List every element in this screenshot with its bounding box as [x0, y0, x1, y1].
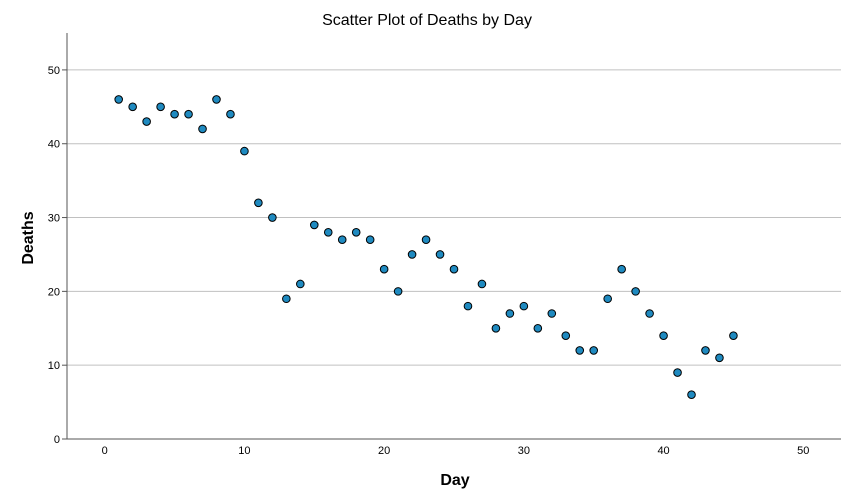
data-point — [170, 109, 179, 119]
data-point — [729, 331, 738, 340]
data-point — [463, 301, 473, 311]
data-point — [547, 309, 557, 318]
data-point — [156, 102, 165, 112]
data-point — [435, 250, 445, 259]
y-tick-label: 0 — [54, 434, 60, 446]
data-point — [575, 346, 585, 355]
x-tick-label: 0 — [102, 445, 108, 457]
data-point — [337, 235, 347, 244]
axes — [66, 33, 841, 440]
data-point — [687, 390, 696, 400]
data-point — [421, 235, 431, 244]
data-point — [198, 124, 207, 134]
data-point — [212, 95, 221, 104]
data-point — [407, 250, 417, 259]
data-point — [114, 95, 123, 104]
y-axis-ticks: 0 10 20 30 40 50 — [48, 65, 67, 446]
data-point — [254, 198, 263, 208]
y-tick-label: 30 — [48, 213, 60, 225]
data-point — [226, 109, 235, 119]
y-tick-label: 20 — [48, 286, 60, 298]
data-point — [561, 331, 571, 340]
data-point — [617, 264, 626, 274]
data-point — [128, 102, 137, 112]
data-points — [114, 95, 738, 400]
chart-title: Scatter Plot of Deaths by Day — [322, 12, 532, 29]
data-point — [449, 264, 459, 274]
data-point — [379, 264, 389, 274]
y-tick-label: 40 — [48, 139, 60, 151]
data-point — [184, 109, 193, 119]
x-tick-label: 40 — [657, 445, 669, 457]
y-tick-label: 10 — [48, 360, 60, 372]
data-point — [519, 301, 529, 311]
data-point — [351, 228, 361, 237]
x-tick-label: 50 — [797, 445, 809, 457]
data-point — [603, 294, 612, 304]
x-tick-label: 10 — [238, 445, 250, 457]
data-point — [323, 228, 333, 237]
x-tick-label: 20 — [378, 445, 390, 457]
data-point — [673, 368, 682, 377]
data-point — [365, 235, 375, 244]
data-point — [240, 146, 249, 156]
data-point — [701, 346, 710, 355]
data-point — [645, 309, 654, 318]
data-point — [589, 346, 599, 355]
y-axis-title: Deaths — [20, 211, 37, 264]
data-point — [296, 279, 305, 289]
x-axis-ticks: 0 10 20 30 40 50 — [102, 445, 810, 457]
data-point — [142, 117, 151, 126]
data-point — [533, 323, 543, 333]
x-axis-title: Day — [440, 472, 469, 489]
data-point — [309, 220, 319, 230]
data-point — [282, 294, 291, 304]
data-point — [268, 213, 277, 222]
data-point — [393, 287, 403, 296]
y-tick-label: 50 — [48, 65, 60, 77]
data-point — [505, 309, 515, 318]
x-tick-label: 30 — [518, 445, 530, 457]
data-point — [477, 279, 487, 289]
data-point — [659, 331, 668, 340]
gridlines — [67, 69, 841, 366]
data-point — [631, 287, 640, 296]
data-point — [491, 323, 501, 333]
data-point — [715, 353, 724, 363]
